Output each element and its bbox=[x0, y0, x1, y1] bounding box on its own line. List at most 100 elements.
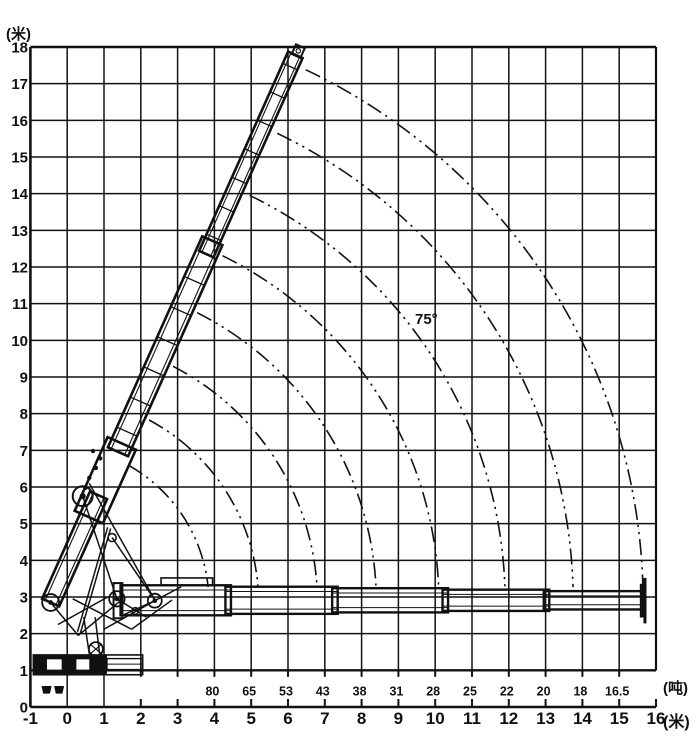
x-axis-tick-label: 14 bbox=[573, 709, 592, 728]
y-axis-tick-label: 13 bbox=[11, 223, 28, 240]
x-axis-tick-label: 15 bbox=[610, 709, 629, 728]
horizontal-boom-section bbox=[330, 587, 450, 614]
capacity-value: 31 bbox=[389, 685, 403, 699]
x-axis-tick-label: 0 bbox=[62, 709, 71, 728]
x-axis-tick-label: 9 bbox=[394, 709, 403, 728]
pivot-dot bbox=[114, 596, 120, 602]
crane-line bbox=[210, 56, 301, 257]
y-axis-tick-label: 11 bbox=[12, 296, 28, 313]
x-axis-tick-label: -1 bbox=[23, 709, 38, 728]
horizontal-boom-section bbox=[441, 588, 551, 613]
capacity-value: 18 bbox=[573, 685, 587, 699]
capacity-value: 16.5 bbox=[605, 685, 629, 699]
linkage-line bbox=[50, 602, 79, 636]
crane-line bbox=[110, 237, 207, 450]
x-axis-tick-label: 5 bbox=[246, 709, 255, 728]
boom-rung bbox=[282, 62, 298, 71]
pivot-dot bbox=[48, 600, 53, 605]
boom-rung bbox=[206, 233, 222, 242]
raised-boom-section bbox=[106, 234, 225, 458]
y-axis-tick-label: 0 bbox=[20, 700, 28, 717]
crane-line bbox=[201, 52, 292, 253]
y-axis-tick-label: 15 bbox=[11, 150, 28, 167]
boom-tip-path-arc bbox=[196, 311, 377, 588]
boom-rung bbox=[143, 366, 165, 377]
boom-tip-path-arcs bbox=[128, 68, 644, 588]
y-axis-tick-label: 9 bbox=[20, 370, 28, 387]
boom-rung bbox=[269, 91, 285, 99]
y-axis-tick-label: 10 bbox=[11, 333, 28, 350]
x-axis-tick-label: 10 bbox=[426, 709, 445, 728]
boom-rung bbox=[170, 306, 192, 317]
boom-rung bbox=[231, 176, 247, 185]
capacity-unit-label: (吨) bbox=[663, 679, 688, 697]
bolt-dot bbox=[93, 465, 99, 471]
x-axis-tick-label: 8 bbox=[357, 709, 366, 728]
crane-outline-drawing bbox=[32, 42, 647, 694]
boom-head bbox=[290, 42, 307, 60]
capacity-value: 65 bbox=[242, 685, 256, 699]
x-axis-unit-label: (米) bbox=[663, 712, 690, 731]
boom-rung bbox=[130, 396, 151, 407]
linkage-line bbox=[88, 482, 156, 601]
y-axis-tick-label: 6 bbox=[20, 480, 28, 497]
x-axis-tick-label: 13 bbox=[536, 709, 555, 728]
x-axis-tick-label: 1 bbox=[99, 709, 108, 728]
capacity-value: 53 bbox=[279, 685, 293, 699]
y-axis-tick-label: 14 bbox=[11, 186, 28, 203]
ground-pad bbox=[41, 686, 52, 694]
raised-boom-section bbox=[40, 489, 109, 609]
bolt-dot bbox=[90, 448, 96, 454]
linkage-line bbox=[81, 495, 118, 600]
x-axis-tick-label: 11 bbox=[463, 709, 481, 728]
boom-tip-path-arc bbox=[172, 365, 318, 588]
track-window bbox=[76, 659, 90, 670]
boom-rung bbox=[157, 336, 178, 347]
boom-rung bbox=[183, 275, 205, 287]
bolt-dot bbox=[98, 456, 103, 461]
boom-rung bbox=[257, 119, 273, 128]
boom-angle-label: 75° bbox=[415, 311, 438, 328]
boom-rung bbox=[219, 205, 235, 213]
crawler-track bbox=[33, 654, 107, 674]
x-axis-tick-label: 6 bbox=[283, 709, 292, 728]
linkage-line bbox=[123, 599, 156, 616]
boom-tip-path-arc bbox=[148, 419, 259, 588]
raised-boom-section bbox=[72, 435, 138, 526]
linkage-line bbox=[79, 528, 112, 634]
linkage-line bbox=[57, 596, 109, 626]
pivot-circle bbox=[108, 590, 126, 608]
y-axis-tick-label: 2 bbox=[20, 626, 28, 643]
boom-butt-coupler bbox=[112, 582, 124, 620]
linkage-line bbox=[72, 598, 132, 630]
y-axis-tick-label: 8 bbox=[20, 406, 28, 423]
grid bbox=[29, 45, 658, 709]
knuckle-pin bbox=[71, 485, 94, 508]
capacity-value: 20 bbox=[537, 685, 551, 699]
boom-tip-path-arc bbox=[222, 254, 440, 588]
crane-line bbox=[124, 243, 220, 455]
capacity-value: 80 bbox=[205, 685, 219, 699]
bolt-dot bbox=[87, 475, 92, 480]
capacity-value: 22 bbox=[500, 685, 514, 699]
boom-tip-path-arc bbox=[128, 464, 209, 588]
crane-line bbox=[44, 492, 94, 601]
y-axis-tick-label: 5 bbox=[20, 516, 28, 533]
boom-rung bbox=[116, 426, 138, 437]
boom-head-sheave bbox=[295, 48, 302, 54]
boom-tip-path-arc bbox=[276, 132, 574, 588]
y-axis-tick-label: 18 bbox=[11, 40, 28, 57]
x-axis-tick-label: 16 bbox=[647, 709, 666, 728]
capacity-value: 43 bbox=[316, 685, 330, 699]
capacity-value: 28 bbox=[426, 685, 440, 699]
x-axis-tick-label: 12 bbox=[499, 709, 518, 728]
boom-rung bbox=[244, 148, 260, 156]
pivot-dot bbox=[152, 598, 158, 604]
y-axis-tick-label: 1 bbox=[20, 663, 28, 680]
capacity-value: 25 bbox=[463, 685, 477, 699]
capacity-value: 38 bbox=[353, 685, 367, 699]
x-axis-tick-label: 2 bbox=[136, 709, 145, 728]
